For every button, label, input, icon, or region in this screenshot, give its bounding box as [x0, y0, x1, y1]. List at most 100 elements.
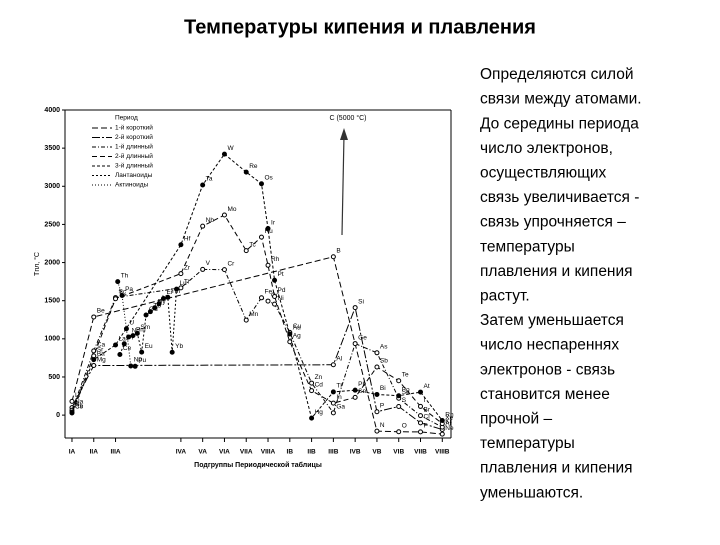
arrow: [341, 134, 345, 236]
legend-title: Период: [115, 115, 138, 122]
point-label: Th: [121, 272, 129, 279]
point: [272, 294, 278, 300]
point-label: Lu: [180, 280, 188, 287]
point: [374, 391, 380, 397]
point: [143, 312, 149, 318]
x-tick-label: VIIB: [414, 449, 427, 456]
point: [128, 363, 134, 369]
point-label: Po: [402, 386, 410, 393]
point: [147, 309, 153, 315]
point-label: Tb: [153, 302, 161, 309]
point: [132, 363, 138, 369]
point-label: Zn: [315, 374, 323, 381]
point-label: Yb: [175, 343, 183, 350]
point-label: Na: [75, 398, 84, 405]
point: [243, 169, 249, 175]
point-label: O: [402, 422, 407, 429]
point-label: N: [380, 422, 385, 429]
point: [330, 254, 336, 260]
point-label: La: [119, 336, 127, 343]
point-label: Al: [336, 355, 342, 362]
y-tick-label: 4000: [44, 107, 60, 114]
point: [418, 413, 424, 419]
point: [91, 314, 97, 320]
legend-label: Актиноиды: [115, 182, 148, 189]
x-tick-label: IA: [69, 449, 76, 456]
point: [418, 403, 424, 409]
x-tick-label: IIIA: [110, 449, 120, 456]
y-tick-label: 1000: [44, 336, 60, 343]
x-tick-label: IIB: [307, 449, 316, 456]
point-label: Mo: [227, 206, 236, 213]
x-tick-label: VIIIB: [435, 449, 450, 456]
point: [374, 409, 380, 415]
x-tick-label: VB: [372, 449, 381, 456]
point: [152, 305, 158, 311]
point: [439, 431, 445, 437]
point: [169, 349, 175, 355]
point: [113, 296, 119, 302]
text-line: становится менее: [480, 386, 610, 403]
text-line: Затем уменьшается: [480, 312, 624, 329]
point: [156, 301, 162, 307]
point: [119, 293, 125, 299]
point-label: Sb: [380, 358, 388, 365]
point-label: Cd: [315, 381, 324, 388]
x-tick-label: VA: [198, 449, 207, 456]
point-label: Ag: [293, 332, 301, 339]
point-label: Pr: [127, 335, 134, 342]
x-tick-label: VIIA: [240, 449, 253, 456]
point: [200, 266, 206, 272]
point: [396, 403, 402, 409]
point-label: Rh: [271, 256, 280, 263]
text-line: растут.: [480, 287, 530, 304]
point-label: Rb: [75, 403, 84, 410]
y-axis-label: Tпл, °C: [33, 252, 41, 276]
point-label: Hg: [315, 409, 324, 416]
point: [115, 279, 121, 285]
point-label: Au: [293, 325, 301, 332]
x-tick-label: VIIIA: [261, 449, 276, 456]
point-label: Nb: [206, 217, 215, 224]
series-line: [71, 214, 443, 425]
point: [374, 428, 380, 434]
point-label: Pb: [358, 381, 366, 388]
point-label: Tm: [171, 288, 180, 295]
point-label: Si: [358, 298, 364, 305]
point-label: Te: [402, 372, 409, 379]
point: [287, 331, 293, 337]
point-label: P: [380, 402, 384, 409]
text-line: осуществляющих: [480, 164, 607, 181]
point-label: Dy: [158, 299, 167, 306]
x-tick-label: IVB: [350, 449, 361, 456]
point-label: Zr: [184, 264, 191, 271]
legend-label: 2-й короткий: [115, 133, 153, 141]
x-tick-label: VIA: [219, 449, 230, 456]
point: [374, 350, 380, 356]
point: [352, 341, 358, 347]
point-label: I: [424, 397, 426, 404]
text-line: число неспареннях: [480, 337, 619, 354]
x-tick-label: IIIB: [328, 449, 338, 456]
point-label: Sc: [119, 288, 127, 295]
text-line: температуры: [480, 435, 575, 452]
point-label: B: [336, 247, 340, 254]
point: [352, 305, 358, 311]
point: [69, 410, 75, 416]
point: [200, 182, 206, 188]
point: [243, 248, 249, 254]
point: [330, 400, 336, 406]
point-label: Pm: [136, 326, 146, 333]
point: [258, 181, 264, 187]
point-label: Os: [264, 174, 273, 181]
point: [330, 389, 336, 395]
point: [272, 301, 278, 307]
point: [309, 380, 315, 386]
point: [165, 294, 171, 300]
y-tick-label: 2500: [44, 221, 60, 228]
point: [272, 277, 278, 283]
point-label: Ir: [271, 219, 276, 226]
point-label: Pu: [138, 357, 146, 364]
point-label: Sr: [97, 347, 104, 354]
point: [221, 151, 227, 157]
